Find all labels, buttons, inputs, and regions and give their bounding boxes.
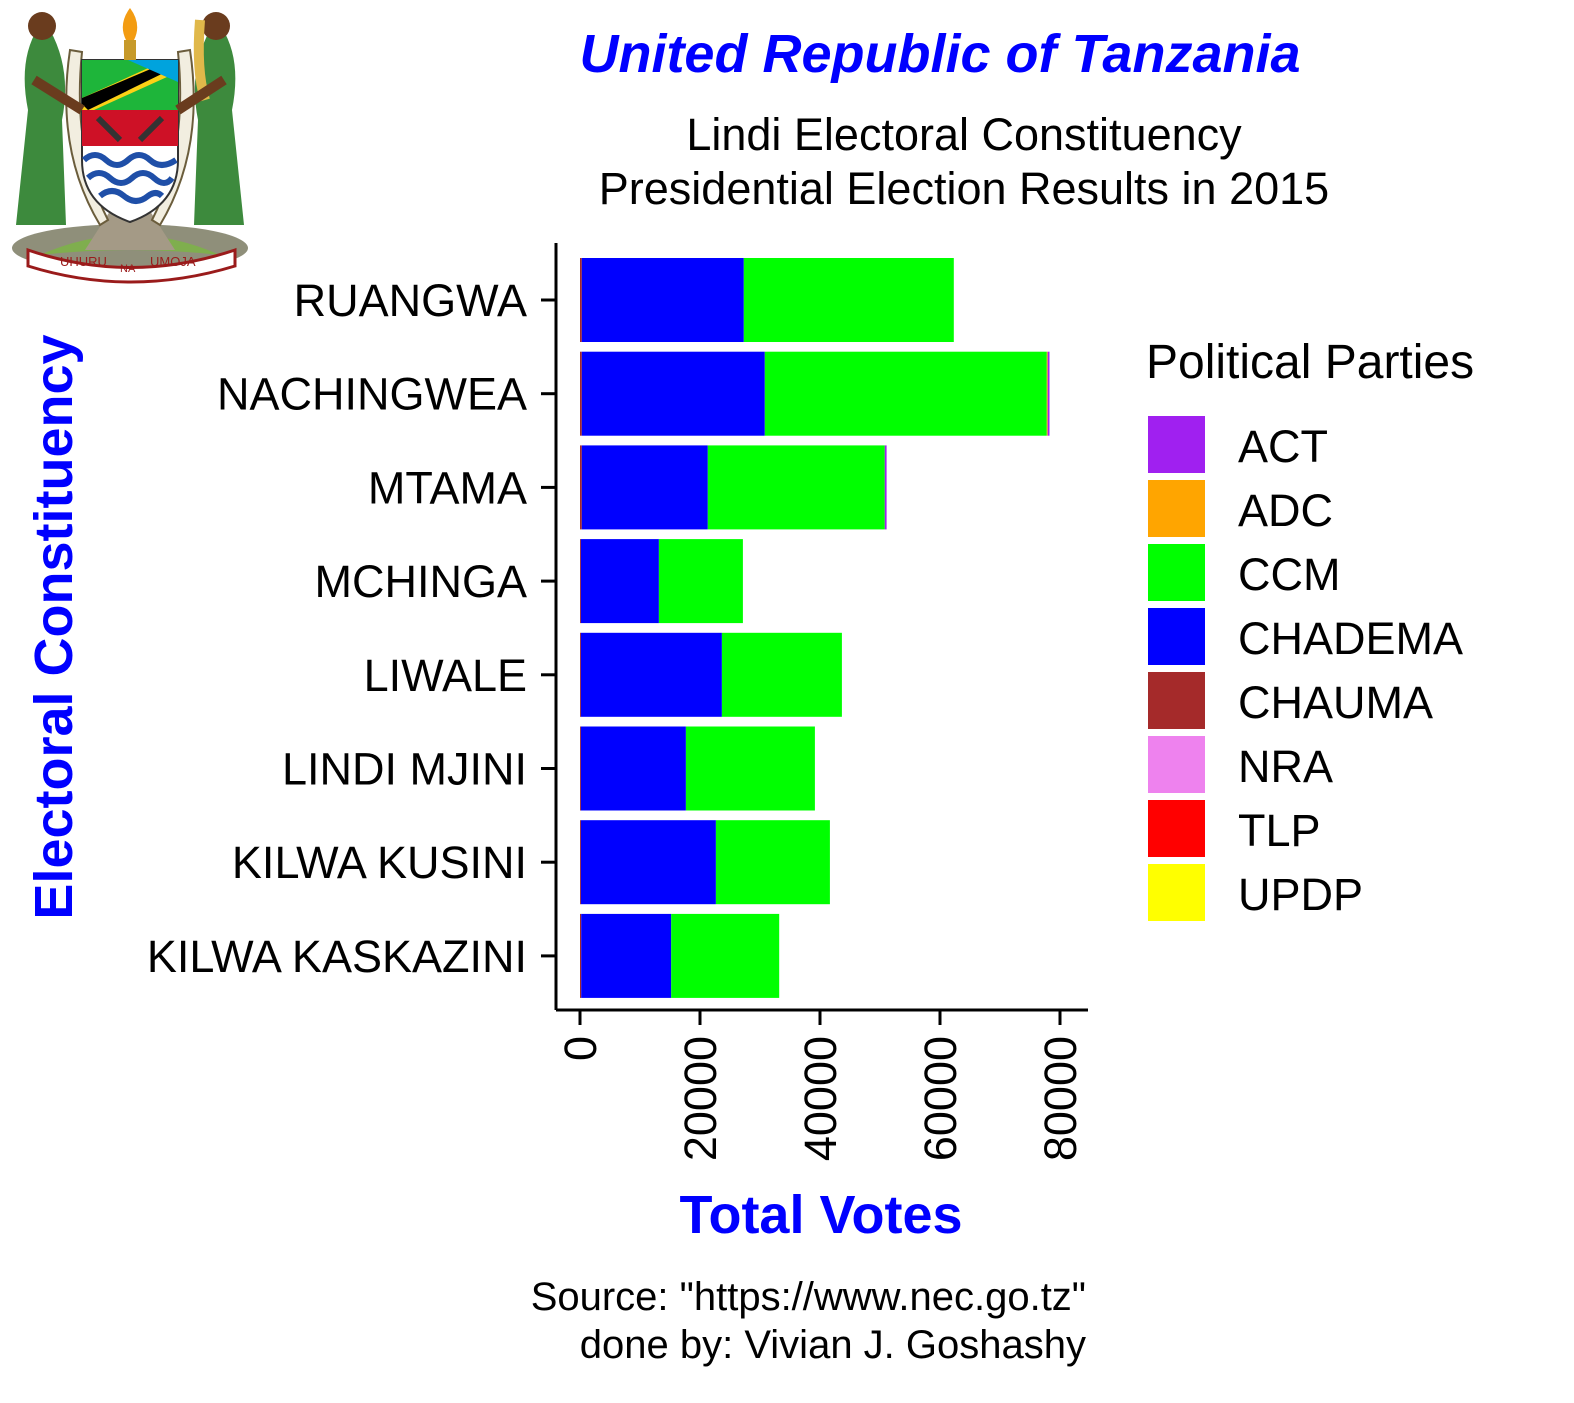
bar-chauma-ruangwa: [580, 258, 582, 342]
chart-title: United Republic of Tanzania: [579, 24, 1300, 84]
bar-act-nachingwea: [1047, 351, 1050, 436]
y-axis-ticks: RUANGWA NACHINGWEA MTAMA MCHINGA LIWALE LINDI…: [147, 275, 556, 982]
y-tick-label: LINDI MJINI: [282, 744, 527, 795]
bar-ccm-nachingwea: [764, 351, 1047, 436]
legend-swatch-updp: [1148, 864, 1205, 921]
bar-ccm-mtama: [707, 445, 885, 530]
motto-uhuru: UHURU: [60, 254, 107, 269]
legend-label-act: ACT: [1238, 421, 1328, 472]
motto-umoja: UMOJA: [150, 254, 196, 269]
legend-swatch-act: [1148, 416, 1205, 473]
y-tick-label: NACHINGWEA: [217, 369, 527, 420]
bar-chauma-kilwa-kusini: [580, 820, 581, 905]
legend-swatch-tlp: [1148, 800, 1205, 857]
legend-swatch-adc: [1148, 480, 1205, 537]
legend-label-ccm: CCM: [1238, 549, 1340, 600]
y-tick-label: RUANGWA: [294, 275, 527, 326]
bar-chadema-mtama: [581, 445, 708, 530]
bar-chauma-lindi-mjini: [580, 726, 581, 811]
bar-ccm-mchinga: [658, 539, 743, 624]
bar-act-mtama: [884, 445, 887, 530]
legend: ACT ADC CCM CHADEMA CHAUMA NRA TLP UPDP: [1148, 416, 1463, 921]
legend-title: Political Parties: [1146, 336, 1474, 389]
motto-na: NA: [120, 263, 136, 275]
legend-swatch-chadema: [1148, 608, 1205, 665]
x-tick-label: 40000: [795, 1036, 846, 1161]
bar-chadema-liwale: [580, 632, 722, 717]
bar-chauma-mtama: [580, 445, 582, 530]
bar-chauma-nachingwea: [580, 351, 582, 436]
caption-author: done by: Vivian J. Goshashy: [580, 1323, 1086, 1367]
x-axis-ticks: 0 20000 40000 60000 80000: [555, 1010, 1086, 1161]
x-tick-label: 80000: [1035, 1036, 1086, 1161]
y-axis-title: Electoral Constituency: [24, 334, 84, 919]
bar-chadema-nachingwea: [581, 351, 765, 436]
bar-chadema-kilwa-kaskazini: [581, 913, 672, 998]
bar-chauma-liwale: [580, 632, 581, 717]
legend-label-tlp: TLP: [1238, 805, 1321, 856]
legend-swatch-chauma: [1148, 672, 1205, 729]
bar-chadema-ruangwa: [581, 258, 744, 342]
bar-adc-nachingwea: [1046, 351, 1048, 436]
bar-chadema-lindi-mjini: [580, 726, 686, 811]
x-tick-label: 0: [555, 1036, 606, 1061]
coat-of-arms-emblem: UHURU NA UMOJA: [12, 8, 248, 284]
chart-subtitle-line2: Presidential Election Results in 2015: [599, 163, 1329, 214]
bar-ccm-kilwa-kusini: [715, 820, 830, 905]
bars-layer: [580, 258, 1050, 998]
x-axis-title: Total Votes: [679, 1185, 962, 1245]
legend-label-chauma: CHAUMA: [1238, 677, 1433, 728]
legend-label-updp: UPDP: [1238, 869, 1363, 920]
bar-chauma-mchinga: [580, 539, 581, 624]
y-tick-label: LIWALE: [364, 650, 527, 701]
bar-chadema-mchinga: [580, 539, 659, 624]
legend-swatch-nra: [1148, 736, 1205, 793]
caption-source: Source: "https://www.nec.go.tz": [531, 1275, 1086, 1319]
y-tick-label: MCHINGA: [315, 556, 528, 607]
legend-label-adc: ADC: [1238, 485, 1333, 536]
y-tick-label: KILWA KASKAZINI: [147, 931, 527, 982]
legend-label-chadema: CHADEMA: [1238, 613, 1463, 664]
chart-subtitle-line1: Lindi Electoral Constituency: [686, 109, 1242, 160]
bar-chauma-kilwa-kaskazini: [580, 913, 582, 998]
bar-ccm-liwale: [721, 632, 842, 717]
legend-label-nra: NRA: [1238, 741, 1333, 792]
y-tick-label: KILWA KUSINI: [232, 837, 527, 888]
legend-swatch-ccm: [1148, 544, 1205, 601]
x-tick-label: 60000: [915, 1036, 966, 1161]
bar-chadema-kilwa-kusini: [580, 820, 716, 905]
bar-ccm-lindi-mjini: [685, 726, 815, 811]
bar-ccm-kilwa-kaskazini: [671, 913, 780, 998]
bar-ccm-ruangwa: [743, 258, 954, 342]
x-tick-label: 20000: [675, 1036, 726, 1161]
y-tick-label: MTAMA: [368, 462, 527, 513]
